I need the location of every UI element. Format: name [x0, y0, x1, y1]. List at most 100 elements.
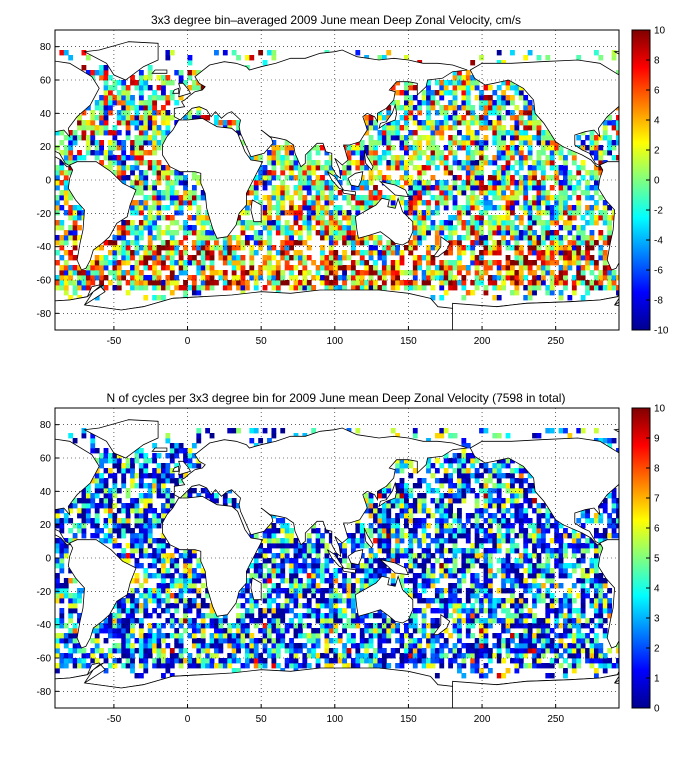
bin-cell — [139, 75, 144, 80]
bin-cell — [302, 220, 307, 225]
bin-cell — [90, 648, 95, 653]
bin-cell — [470, 603, 475, 608]
bin-cell — [245, 643, 250, 648]
bin-cell — [519, 145, 524, 150]
bin-cell — [294, 175, 299, 180]
bin-cell — [355, 578, 360, 583]
bin-cell — [528, 280, 533, 285]
bin-cell — [435, 658, 440, 663]
bin-cell — [139, 205, 144, 210]
bin-cell — [594, 658, 599, 663]
bin-cell — [152, 145, 157, 150]
x-tick-label: 0 — [185, 336, 191, 347]
bin-cell — [514, 603, 519, 608]
bin-cell — [73, 225, 78, 230]
bin-cell — [470, 175, 475, 180]
bin-cell — [598, 663, 603, 668]
bin-cell — [245, 210, 250, 215]
bin-cell — [108, 270, 113, 275]
bin-cell — [64, 260, 69, 265]
bin-cell — [351, 230, 356, 235]
bin-cell — [400, 270, 405, 275]
bin-cell — [537, 593, 542, 598]
bin-cell — [307, 548, 312, 553]
bin-cell — [201, 648, 206, 653]
bin-cell — [514, 643, 519, 648]
bin-cell — [298, 643, 303, 648]
bin-cell — [139, 583, 144, 588]
bin-cell — [307, 573, 312, 578]
bin-cell — [612, 280, 617, 285]
bin-cell — [431, 653, 436, 658]
bin-cell — [112, 628, 117, 633]
bin-cell — [320, 165, 325, 170]
bin-cell — [271, 195, 276, 200]
bin-cell — [506, 255, 511, 260]
bin-cell — [289, 210, 294, 215]
bin-cell — [519, 230, 524, 235]
bin-cell — [95, 648, 100, 653]
bin-cell — [581, 568, 586, 573]
bin-cell — [373, 623, 378, 628]
bin-cell — [126, 220, 131, 225]
bin-cell — [121, 603, 126, 608]
bin-cell — [585, 658, 590, 663]
bin-cell — [112, 250, 117, 255]
bin-cell — [59, 180, 64, 185]
bin-cell — [316, 588, 321, 593]
bin-cell — [528, 185, 533, 190]
bin-cell — [439, 230, 444, 235]
bin-cell — [386, 165, 391, 170]
bin-cell — [364, 623, 369, 628]
bin-cell — [298, 190, 303, 195]
bin-cell — [254, 568, 259, 573]
bin-cell — [528, 140, 533, 145]
bin-cell — [254, 285, 259, 290]
bin-cell — [139, 190, 144, 195]
bin-cell — [576, 275, 581, 280]
bin-cell — [148, 100, 153, 105]
bin-cell — [444, 573, 449, 578]
bin-cell — [484, 653, 489, 658]
bin-cell — [139, 210, 144, 215]
bin-cell — [506, 275, 511, 280]
bin-cell — [386, 653, 391, 658]
bin-cell — [227, 285, 232, 290]
bin-cell — [232, 658, 237, 663]
bin-cell — [298, 628, 303, 633]
bin-cell — [400, 633, 405, 638]
bin-cell — [165, 568, 170, 573]
bin-cell — [400, 548, 405, 553]
bin-cell — [59, 205, 64, 210]
bin-cell — [302, 543, 307, 548]
bin-cell — [152, 215, 157, 220]
bin-cell — [130, 663, 135, 668]
bin-cell — [188, 200, 193, 205]
bin-cell — [329, 195, 334, 200]
bin-cell — [254, 230, 259, 235]
bin-cell — [121, 120, 126, 125]
bin-cell — [475, 270, 480, 275]
bin-cell — [351, 245, 356, 250]
bin-cell — [417, 240, 422, 245]
bin-cell — [143, 115, 148, 120]
bin-cell — [594, 573, 599, 578]
bin-cell — [90, 70, 95, 75]
bin-cell — [457, 205, 462, 210]
bin-cell — [196, 110, 201, 115]
bin-cell — [510, 190, 515, 195]
bin-cell — [435, 90, 440, 95]
bin-cell — [422, 235, 427, 240]
bin-cell — [108, 618, 113, 623]
bin-cell — [585, 290, 590, 295]
bin-cell — [501, 240, 506, 245]
bin-cell — [117, 275, 122, 280]
bin-cell — [590, 185, 595, 190]
bin-cell — [466, 145, 471, 150]
bin-cell — [581, 190, 586, 195]
bin-cell — [355, 658, 360, 663]
bin-cell — [95, 105, 100, 110]
bin-cell — [470, 205, 475, 210]
bin-cell — [453, 285, 458, 290]
bin-cell — [506, 225, 511, 230]
